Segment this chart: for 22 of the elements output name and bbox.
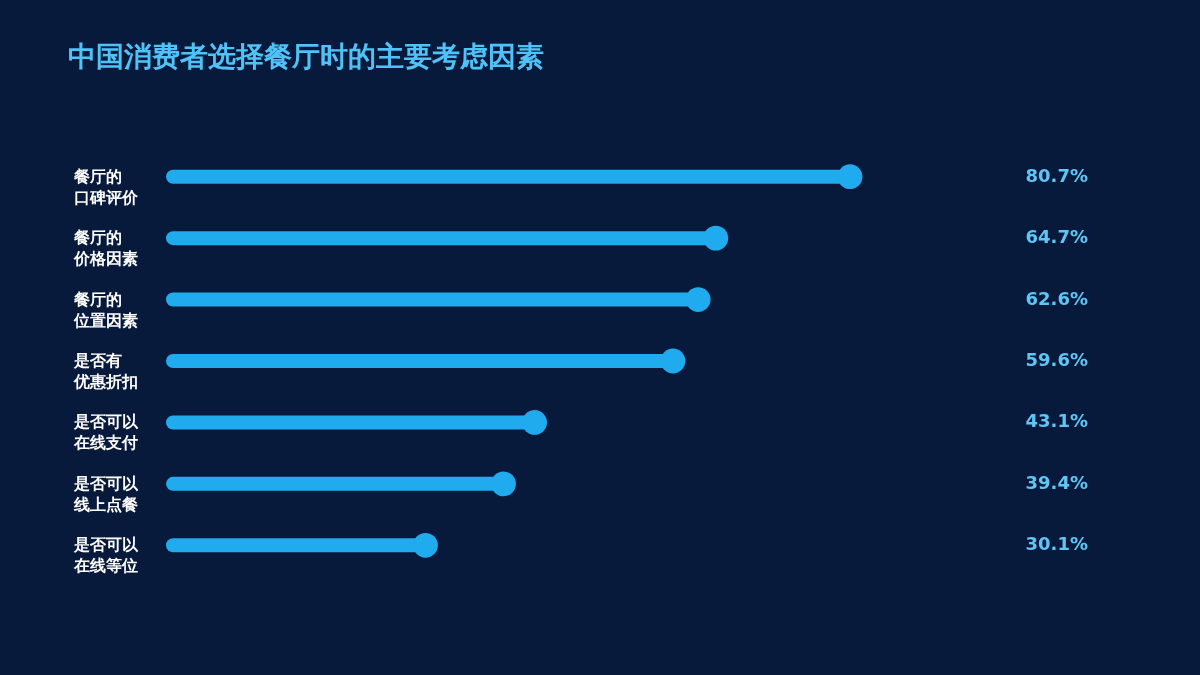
y-tick-label: 餐厅的口碑评价 — [72, 166, 139, 207]
point — [685, 287, 711, 312]
point — [660, 348, 686, 374]
y-tick-label: 是否可以在线支付 — [72, 412, 139, 453]
y-tick-label: 餐厅的价格因素 — [72, 228, 138, 269]
point — [837, 164, 863, 190]
y-tick-label: 是否有优惠折扣 — [72, 351, 138, 391]
data-label: 62.6% — [1025, 287, 1088, 309]
y-tick-label: 是否可以线上点餐 — [72, 473, 139, 514]
point — [491, 471, 516, 497]
chart-title: 中国消费者选择餐厅时的主要考虑因素 — [68, 40, 544, 73]
y-tick-label: 是否可以在线等位 — [72, 535, 139, 576]
data-label: 30.1% — [1025, 533, 1088, 555]
data-label: 43.1% — [1025, 410, 1088, 432]
data-label: 39.4% — [1025, 471, 1088, 493]
point — [522, 410, 547, 435]
y-tick-label: 餐厅的位置因素 — [72, 289, 138, 330]
point — [413, 532, 438, 558]
data-label: 80.7% — [1025, 164, 1088, 186]
data-label: 64.7% — [1025, 226, 1088, 248]
data-label: 59.6% — [1025, 349, 1088, 370]
point — [703, 225, 729, 251]
